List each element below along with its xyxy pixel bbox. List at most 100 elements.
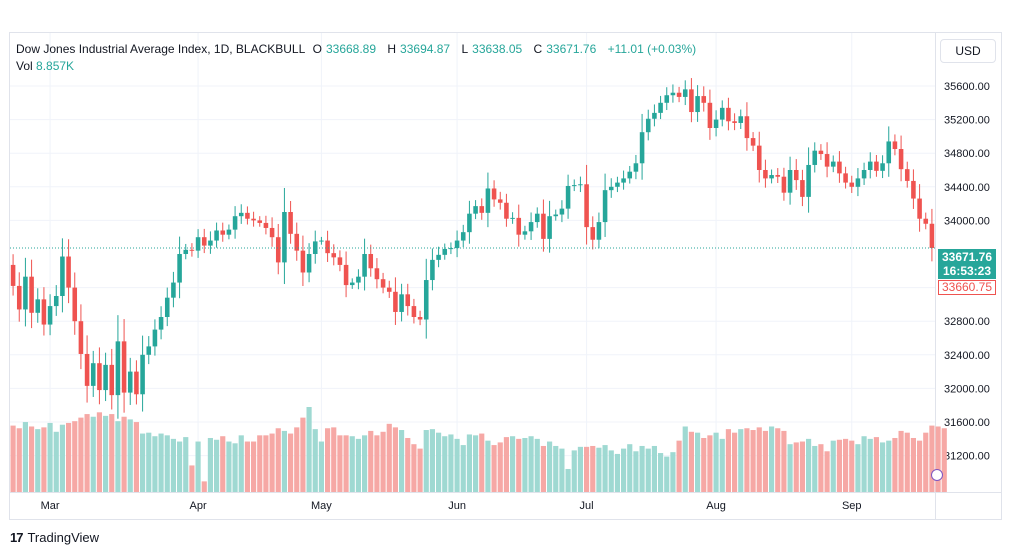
candle-body [812, 150, 818, 165]
volume-bar [214, 439, 220, 492]
candle-body [491, 188, 497, 200]
volume-bar [343, 435, 349, 492]
volume-bar [368, 430, 374, 492]
candle-body [53, 296, 59, 307]
volume-bar [855, 444, 861, 492]
candle-body [60, 256, 65, 296]
candle-body [670, 92, 676, 96]
candle-body [325, 240, 330, 254]
volume-bar [688, 431, 694, 492]
change-value: +11.01 (+0.03%) [607, 42, 697, 56]
candle-body [127, 371, 133, 393]
volume-bar [750, 430, 756, 492]
volume-bar [577, 446, 583, 492]
volume-bar [793, 442, 799, 492]
candle-body [226, 229, 232, 235]
volume-bar [226, 441, 232, 492]
volume-bar [269, 433, 275, 492]
volume-bar [873, 437, 879, 492]
candle-body [183, 249, 189, 254]
candle-body [436, 254, 441, 260]
tradingview-logo[interactable]: 17 TradingView [10, 530, 99, 545]
candle-body [29, 276, 34, 313]
volume-bar [90, 416, 96, 492]
volume-bar [910, 437, 916, 492]
candle-body [442, 248, 448, 255]
volume-bar [312, 429, 318, 492]
candle-body [565, 185, 571, 209]
volume-bar [35, 429, 41, 492]
candle-body [627, 171, 633, 179]
volume-bar [257, 435, 263, 492]
volume-bar [830, 440, 836, 492]
candle-body [146, 346, 152, 355]
candle-body [66, 256, 71, 288]
candle-body [220, 230, 226, 235]
volume-label[interactable]: Vol [16, 59, 33, 73]
volume-bar [497, 442, 503, 492]
volume-bar [738, 429, 744, 492]
candle-body [393, 291, 398, 312]
candle-body [818, 150, 824, 155]
candle-body [904, 169, 910, 181]
y-tick-label: 32000.00 [944, 383, 990, 395]
volume-bar [516, 438, 522, 492]
volume-bar [158, 433, 164, 492]
candle-body [448, 248, 454, 250]
volume-bar [96, 412, 102, 492]
volume-bar [713, 432, 719, 492]
volume-bar [103, 415, 109, 492]
candle-body [571, 185, 577, 187]
volume-bar [66, 422, 72, 492]
candle-body [713, 119, 719, 128]
volume-bar [177, 441, 183, 492]
candle-body [201, 237, 207, 246]
last-price-badge: 33671.76 16:53:23 [938, 249, 996, 279]
volume-bar [466, 434, 472, 492]
candle-body [738, 116, 744, 123]
volume-bar [189, 465, 195, 492]
candle-body [411, 306, 417, 317]
volume-bar [503, 437, 509, 492]
candle-body [485, 188, 491, 213]
candle-body [849, 182, 855, 187]
volume-bar [528, 436, 534, 492]
x-tick-label: Jul [580, 500, 594, 512]
high-value: 33694.87 [400, 42, 451, 56]
y-tick-label: 35200.00 [944, 115, 990, 127]
compare-icon[interactable] [931, 469, 943, 481]
volume-bar [806, 438, 812, 492]
last-price-value: 33671.76 [941, 250, 993, 264]
candle-body [892, 141, 898, 149]
symbol-title[interactable]: Dow Jones Industrial Average Index, 1D, … [16, 42, 306, 56]
volume-bar [442, 436, 448, 492]
volume-bar [170, 438, 176, 492]
candle-body [16, 285, 22, 310]
candle-body [775, 175, 781, 177]
candle-body [676, 92, 682, 97]
currency-button[interactable]: USD [940, 39, 996, 63]
candle-body [911, 180, 916, 199]
candle-body [504, 202, 509, 219]
y-tick-label: 34000.00 [944, 215, 990, 227]
candle-body [158, 317, 164, 330]
y-tick-label: 31200.00 [944, 451, 990, 463]
candle-body [164, 297, 170, 317]
volume-bar [929, 425, 935, 492]
candle-body [189, 249, 195, 251]
volume-bar [10, 425, 16, 492]
candle-body [251, 218, 256, 221]
candle-body [238, 212, 244, 217]
candle-body [824, 154, 830, 167]
candle-body [374, 268, 380, 280]
candle-body [214, 230, 219, 241]
volume-bar [152, 436, 158, 492]
volume-bar [725, 429, 731, 492]
x-tick-label: Aug [706, 500, 726, 512]
y-tick-label: 34400.00 [944, 182, 990, 194]
volume-bar [590, 445, 596, 492]
candle-body [763, 170, 768, 179]
volume-bar [238, 435, 244, 492]
volume-bar [59, 424, 65, 492]
